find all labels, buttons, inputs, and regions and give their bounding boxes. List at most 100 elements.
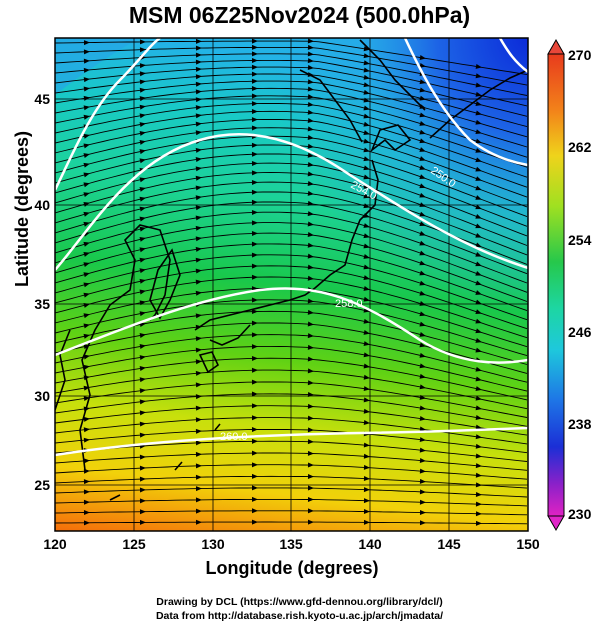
wind-arrowhead <box>251 51 258 57</box>
streamline <box>55 440 528 462</box>
streamline <box>55 276 528 339</box>
wind-arrowhead <box>251 508 258 514</box>
wind-arrowhead <box>363 113 370 119</box>
wind-arrowhead <box>363 386 370 392</box>
wind-arrowhead <box>83 272 90 278</box>
wind-arrowhead <box>83 211 90 217</box>
wind-arrowhead <box>363 318 370 324</box>
wind-arrowhead <box>139 268 146 274</box>
wind-arrowhead <box>251 485 258 491</box>
wind-arrowhead <box>195 66 202 72</box>
wind-arrowhead <box>475 434 482 440</box>
x-tick-label: 140 <box>358 536 382 552</box>
wind-arrowhead <box>419 260 426 266</box>
wind-arrowhead <box>251 160 258 166</box>
wind-arrowhead <box>83 162 90 168</box>
colorbar-tick-label: 254 <box>568 232 592 248</box>
wind-arrowhead <box>363 352 370 358</box>
wind-arrowhead <box>195 257 202 263</box>
wind-arrowhead <box>475 501 482 507</box>
wind-arrowhead <box>307 143 314 149</box>
wind-arrowhead <box>419 426 426 432</box>
wind-arrowhead <box>251 367 258 373</box>
wind-arrowhead <box>251 64 258 70</box>
wind-arrowhead <box>195 463 202 469</box>
wind-arrowhead <box>139 300 146 306</box>
wind-arrowhead <box>419 63 426 68</box>
wind-arrowhead <box>195 97 202 103</box>
wind-arrowhead <box>83 313 90 319</box>
wind-arrowhead <box>475 405 482 411</box>
x-axis-label: Longitude (degrees) <box>205 558 379 578</box>
wind-arrowhead <box>363 46 370 52</box>
wind-arrowhead <box>363 174 370 180</box>
wind-arrowhead <box>363 165 370 171</box>
wind-arrowhead <box>195 382 202 388</box>
wind-arrowhead <box>139 39 146 45</box>
wind-arrowhead <box>475 166 482 172</box>
wind-arrowhead <box>83 49 90 55</box>
wind-arrowhead <box>139 333 146 338</box>
wind-arrowhead <box>363 223 370 228</box>
wind-arrowhead <box>139 131 146 136</box>
wind-arrowhead <box>419 332 426 337</box>
wind-arrowhead <box>139 311 146 317</box>
y-tick-label: 35 <box>34 296 50 312</box>
streamline <box>55 243 528 312</box>
wind-arrowhead <box>475 299 482 305</box>
wind-arrowhead <box>195 474 202 480</box>
wind-arrowhead <box>475 520 482 526</box>
wind-arrowhead <box>307 242 314 248</box>
wind-arrowhead <box>195 130 202 136</box>
streamline <box>55 381 528 418</box>
wind-arrowhead <box>475 309 482 314</box>
wind-arrowhead <box>307 181 314 186</box>
streamline <box>55 222 528 293</box>
streamline <box>55 334 528 383</box>
wind-arrowhead <box>195 205 202 211</box>
wind-arrowhead <box>419 156 426 161</box>
wind-arrowhead <box>195 417 202 423</box>
wind-arrowhead <box>419 202 426 207</box>
wind-arrowhead <box>139 509 146 515</box>
wind-arrowhead <box>251 109 258 115</box>
wind-arrowhead <box>251 309 258 315</box>
wind-arrowhead <box>419 520 426 526</box>
wind-arrowhead <box>419 147 426 152</box>
wind-arrowhead <box>139 355 146 361</box>
wind-arrowhead <box>419 104 426 109</box>
wind-arrowhead <box>307 200 314 206</box>
wind-arrowhead <box>475 376 482 382</box>
wind-arrowhead <box>251 125 258 131</box>
wind-arrowhead <box>251 241 258 247</box>
streamline <box>55 95 528 158</box>
wind-arrowhead <box>195 313 202 319</box>
wind-arrowhead <box>139 289 146 295</box>
wind-arrowhead <box>251 101 258 107</box>
wind-arrowhead <box>363 519 370 525</box>
wind-arrowhead <box>307 450 314 456</box>
wind-arrowhead <box>195 405 202 411</box>
wind-arrowhead <box>83 202 90 207</box>
wind-arrowhead <box>139 278 146 284</box>
wind-arrowhead <box>307 368 314 374</box>
wind-arrowhead <box>195 394 202 400</box>
wind-arrowhead <box>83 105 90 111</box>
wind-arrowhead <box>139 47 146 53</box>
wind-arrowhead <box>307 94 314 100</box>
wind-arrowhead <box>363 420 370 425</box>
wind-arrowhead <box>139 206 146 212</box>
wind-arrowhead <box>307 485 314 491</box>
wind-arrowhead <box>251 209 258 215</box>
wind-arrowhead <box>363 213 370 218</box>
wind-arrowhead <box>139 149 146 155</box>
wind-arrowhead <box>475 366 482 372</box>
wind-arrowhead <box>139 186 146 192</box>
wind-arrowhead <box>307 403 314 409</box>
wind-arrowhead <box>83 323 90 329</box>
wind-arrowhead <box>251 473 258 479</box>
wind-arrowhead <box>83 262 90 268</box>
wind-arrowhead <box>363 67 370 73</box>
wind-arrowhead <box>195 147 202 153</box>
streamline <box>55 498 528 507</box>
